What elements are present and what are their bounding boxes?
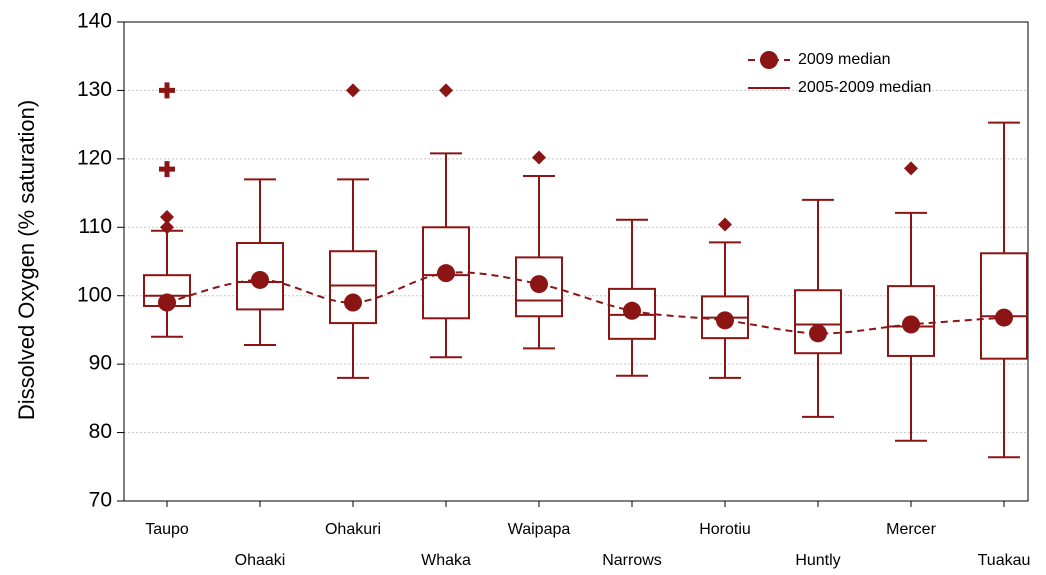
y-tick-label: 110 xyxy=(79,215,112,238)
median-point xyxy=(902,315,920,334)
y-tick-label: 90 xyxy=(89,352,112,375)
outlier xyxy=(718,217,732,232)
y-axis-label: Dissolved Oxygen (% saturation) xyxy=(14,100,39,420)
y-tick-label: 120 xyxy=(77,146,112,169)
y-tick-label: 140 xyxy=(77,10,112,33)
x-tick-label: Taupo xyxy=(145,521,189,538)
y-tick-label: 80 xyxy=(89,420,112,443)
x-tick-label: Waipapa xyxy=(508,521,571,538)
legend-label: 2009 median xyxy=(798,51,891,68)
extreme xyxy=(159,82,175,99)
median-point xyxy=(437,264,455,283)
x-tick-label: Whaka xyxy=(421,552,471,569)
median-point xyxy=(809,324,827,343)
y-tick-label: 100 xyxy=(77,283,112,306)
median-point xyxy=(623,301,641,320)
box xyxy=(794,289,842,355)
median-point xyxy=(995,308,1013,327)
x-tick-label: Ohakuri xyxy=(325,521,381,538)
median-point xyxy=(716,311,734,330)
legend-marker xyxy=(760,51,778,69)
median-line xyxy=(166,271,1005,335)
x-tick-label: Huntly xyxy=(795,552,840,569)
x-tick-label: Ohaaki xyxy=(235,552,286,569)
legend-label: 2005-2009 median xyxy=(798,79,931,96)
median-point xyxy=(344,293,362,312)
y-tick-label: 130 xyxy=(77,78,112,101)
outlier xyxy=(160,220,174,235)
extreme xyxy=(159,161,175,178)
x-tick-label: Mercer xyxy=(886,521,936,538)
outlier xyxy=(346,83,360,98)
median-point xyxy=(158,293,176,312)
median-point xyxy=(251,270,269,289)
outlier xyxy=(439,83,453,98)
outlier xyxy=(904,161,918,176)
outlier xyxy=(160,210,174,225)
y-tick-label: 70 xyxy=(89,489,112,512)
box xyxy=(329,250,377,325)
median-point xyxy=(530,275,548,294)
x-tick-label: Horotiu xyxy=(699,521,751,538)
x-tick-label: Narrows xyxy=(602,552,662,569)
box xyxy=(980,252,1028,360)
outlier xyxy=(532,150,546,165)
x-tick-label: Tuakau xyxy=(978,552,1031,569)
